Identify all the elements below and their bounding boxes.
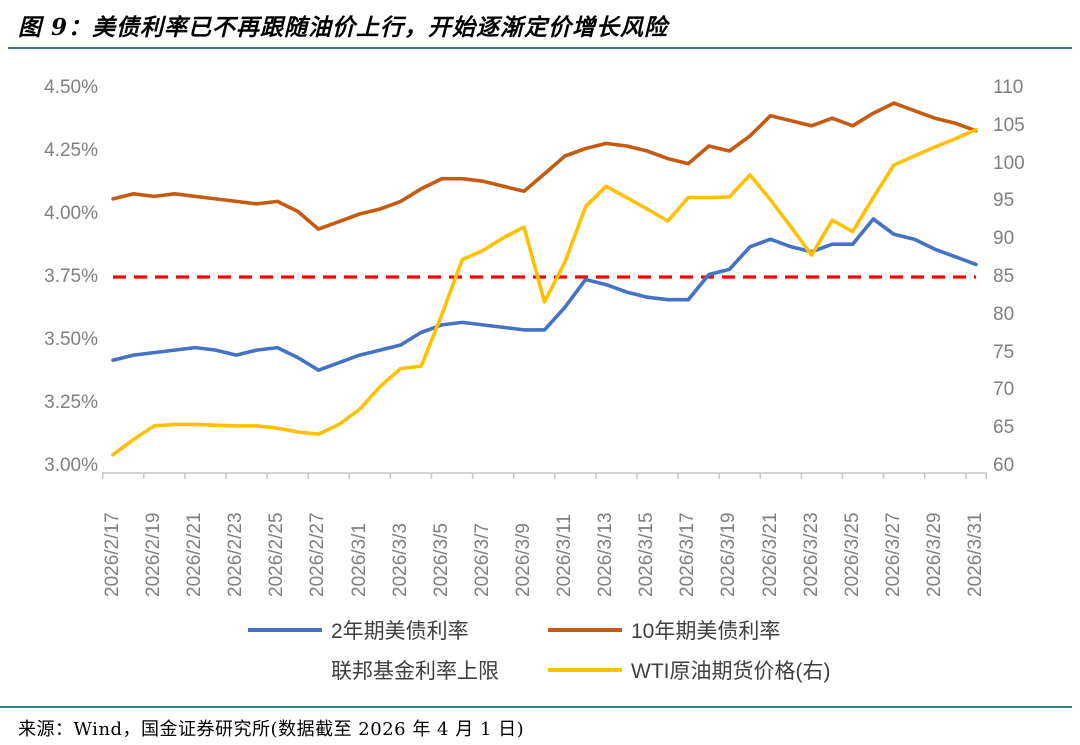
right-axis-tick-label: 85 bbox=[993, 266, 1015, 287]
legend-swatch-fed-dashed-line bbox=[248, 668, 322, 672]
x-axis-tick-label: 2026/3/19 bbox=[718, 512, 740, 597]
legend-item-fed-cap: 联邦基金利率上限 bbox=[248, 657, 499, 683]
left-axis-tick-label: 4.25% bbox=[44, 140, 98, 161]
source-note: 来源：Wind，国金证券研究所(数据截至 2026 年 4 月 1 日) bbox=[18, 719, 525, 740]
right-axis-tick-label: 90 bbox=[993, 228, 1015, 250]
left-axis-tick-label: 3.00% bbox=[44, 455, 98, 476]
x-axis-tick-label: 2026/3/21 bbox=[759, 512, 781, 597]
right-axis-tick-label: 80 bbox=[993, 303, 1015, 325]
legend-label-wti: WTI原油期货价格(右) bbox=[631, 660, 831, 683]
legend-item-10y-yield: 10年期美债利率 bbox=[548, 617, 780, 643]
x-axis-tick-label: 2026/3/11 bbox=[554, 513, 576, 597]
legend-swatch-10y-line bbox=[548, 628, 622, 632]
legend-label-10y: 10年期美债利率 bbox=[631, 620, 781, 643]
x-axis-tick-label: 2026/2/21 bbox=[184, 512, 206, 597]
x-axis-tick-label: 2026/3/9 bbox=[512, 523, 534, 597]
x-axis-tick-label: 2026/3/31 bbox=[965, 512, 986, 597]
series-line-1 bbox=[111, 101, 978, 231]
legend-swatch-wti-line bbox=[548, 668, 622, 672]
right-axis-tick-label: 110 bbox=[993, 77, 1024, 98]
right-axis-tick-label: 70 bbox=[993, 379, 1015, 401]
right-axis-tick-label: 95 bbox=[993, 190, 1015, 212]
x-axis-tick-label: 2026/3/25 bbox=[841, 512, 863, 597]
x-axis-tick-label: 2026/3/7 bbox=[471, 523, 493, 597]
left-axis-tick-label: 3.25% bbox=[44, 392, 98, 413]
right-axis-tick-label: 100 bbox=[993, 152, 1025, 174]
right-axis-tick-label: 105 bbox=[993, 114, 1025, 136]
x-axis-tick-label: 2026/2/27 bbox=[307, 512, 329, 597]
footer-separator-line bbox=[0, 706, 1072, 708]
right-axis-tick-label: 65 bbox=[993, 417, 1015, 439]
left-axis-tick-label: 3.50% bbox=[44, 329, 98, 350]
legend-label-2y: 2年期美债利率 bbox=[331, 620, 469, 643]
x-axis-tick-label: 2026/3/15 bbox=[636, 512, 658, 597]
x-axis-tick-label: 2026/2/25 bbox=[266, 512, 288, 597]
x-axis-tick-label: 2026/3/23 bbox=[800, 512, 822, 597]
right-axis-tick-label: 75 bbox=[993, 341, 1015, 363]
x-axis-tick-label: 2026/2/23 bbox=[225, 512, 247, 597]
left-axis-tick-label: 4.00% bbox=[44, 203, 98, 224]
title-separator-line bbox=[8, 47, 1072, 49]
right-axis-tick-label: 60 bbox=[993, 455, 1015, 476]
figure-title: 图 9：美债利率已不再跟随油价上行，开始逐渐定价增长风险 bbox=[18, 14, 669, 41]
legend-label-fed-cap: 联邦基金利率上限 bbox=[331, 660, 499, 683]
series-line-0 bbox=[111, 217, 978, 373]
x-axis-tick-label: 2026/3/29 bbox=[923, 512, 945, 597]
left-axis-tick-label: 4.50% bbox=[44, 77, 98, 98]
series-line-3 bbox=[111, 127, 978, 457]
x-axis-tick-label: 2026/3/27 bbox=[882, 512, 904, 597]
x-axis-tick-label: 2026/3/17 bbox=[677, 512, 699, 597]
legend-swatch-2y-line bbox=[248, 628, 322, 632]
left-axis-tick-label: 3.75% bbox=[44, 266, 98, 287]
legend-item-2y-yield: 2年期美债利率 bbox=[248, 617, 469, 643]
x-axis-tick-label: 2026/3/3 bbox=[389, 523, 411, 597]
x-axis-tick-label: 2026/2/19 bbox=[143, 512, 165, 597]
x-axis-tick-label: 2026/3/13 bbox=[595, 512, 617, 597]
x-axis-tick-label: 2026/2/17 bbox=[102, 512, 123, 597]
legend-item-wti: WTI原油期货价格(右) bbox=[548, 657, 830, 683]
x-axis-tick-label: 2026/3/1 bbox=[348, 523, 370, 597]
x-axis-tick-label: 2026/3/5 bbox=[430, 523, 452, 597]
